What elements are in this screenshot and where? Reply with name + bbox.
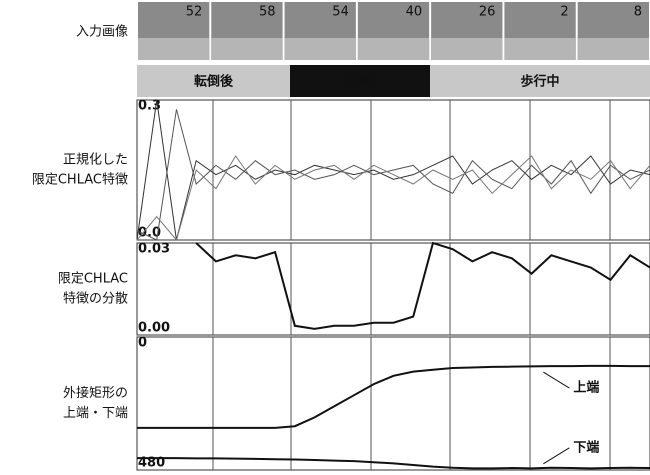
frame-number: 8 [634, 5, 642, 20]
frame-number: 54 [332, 5, 349, 20]
frame-floor [138, 38, 209, 60]
frame-number: 40 [406, 5, 423, 20]
frame-number: 26 [479, 5, 496, 20]
annotation-arrow [543, 372, 569, 388]
frame-number: 58 [259, 5, 276, 20]
y-tick-label: 0.00 [138, 321, 170, 336]
figure: 入力画像 525854402628転倒後転倒中歩行中正規化した限定CHLAC特徴… [0, 0, 650, 475]
phase-label: 歩行中 [520, 74, 559, 90]
frame-floor [358, 38, 429, 60]
phase-label: 転倒中 [340, 74, 379, 90]
series-line [137, 458, 650, 468]
annotation: 下端 [573, 439, 599, 455]
row-label: 上端・下端 [63, 406, 128, 421]
series-line [137, 156, 650, 240]
frame-floor [504, 38, 575, 60]
row-label: 入力画像 [76, 25, 128, 40]
plot-area [137, 243, 650, 335]
row-label: 限定CHLAC特徴 [32, 173, 128, 188]
series-line [196, 243, 650, 329]
frame-number: 2 [560, 5, 568, 20]
row-label: 正規化した [63, 153, 128, 168]
phase-label: 転倒後 [194, 74, 234, 90]
frame-floor [578, 38, 649, 60]
frame-floor [285, 38, 356, 60]
y-tick-label: 0 [138, 336, 147, 351]
frame-floor [431, 38, 502, 60]
row-label: 外接矩形の [63, 385, 128, 401]
frame-number: 52 [186, 5, 203, 20]
y-tick-label: 0.03 [138, 242, 170, 257]
row-label: 限定CHLAC [58, 272, 128, 287]
frame-floor [211, 38, 282, 60]
annotation: 上端 [573, 380, 599, 396]
series-line [137, 366, 650, 428]
row-label: 特徴の分散 [63, 292, 128, 307]
annotation-arrow [543, 448, 569, 464]
